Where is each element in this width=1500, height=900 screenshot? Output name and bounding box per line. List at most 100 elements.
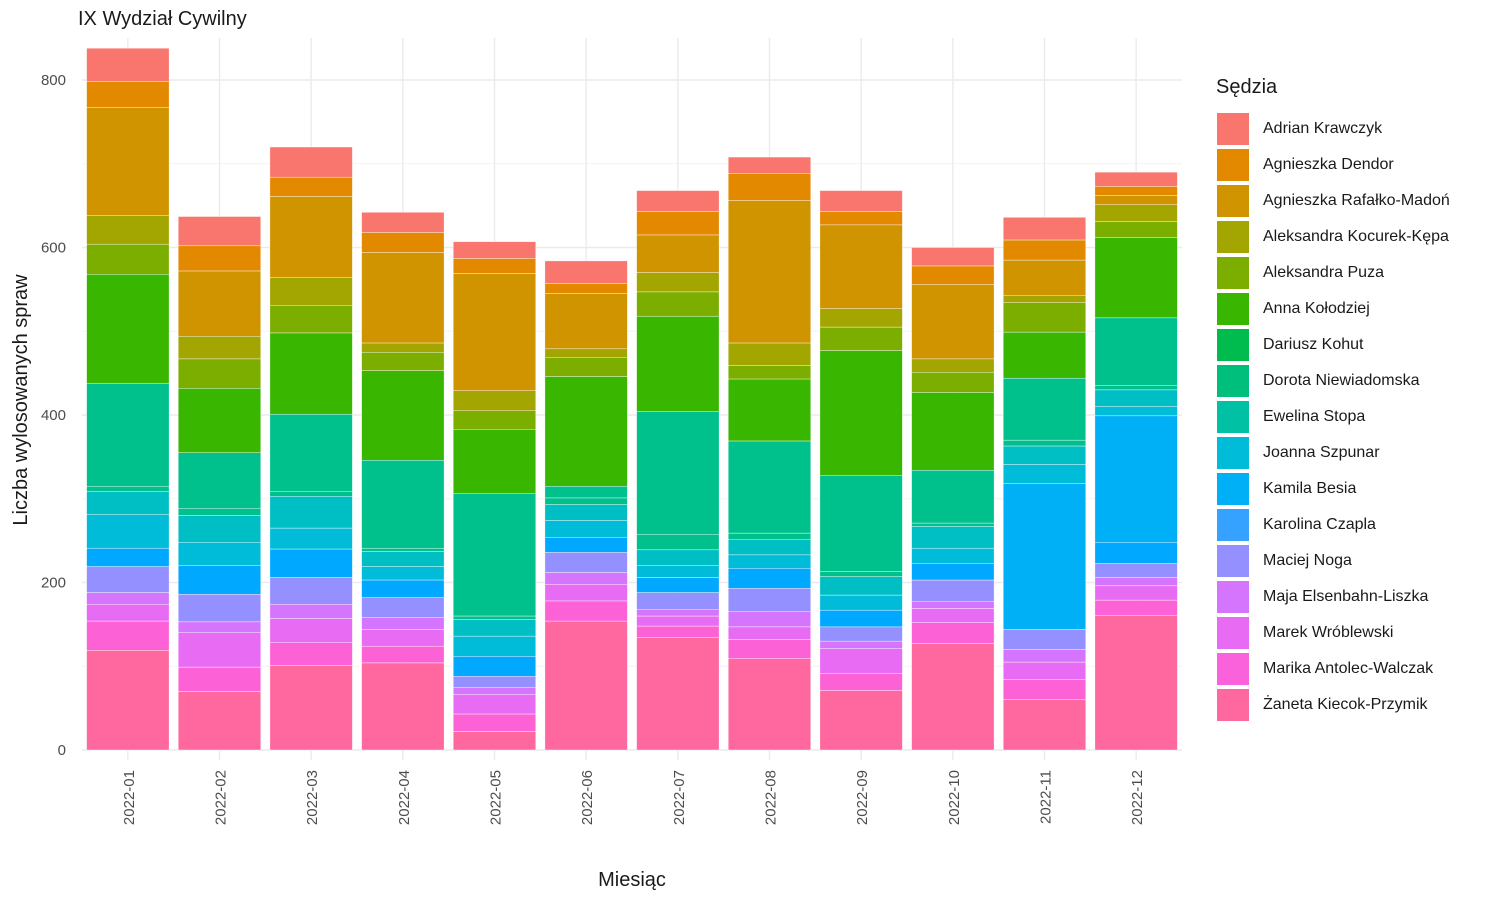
legend-key-swatch (1216, 148, 1250, 182)
bar-segment (911, 547, 995, 564)
legend-item: Marika Antolec-Walczak (1216, 651, 1450, 687)
bar-segment (819, 475, 903, 572)
x-tick-label: 2022-01 (121, 770, 138, 825)
bar-segment (1003, 331, 1086, 379)
bar-segment (453, 619, 536, 637)
legend-label: Dariusz Kohut (1263, 336, 1364, 353)
bar-segment (1003, 259, 1086, 296)
bar-segment (819, 576, 903, 596)
bar-segment (819, 648, 903, 674)
bar-segment (1094, 171, 1178, 187)
legend-label: Żaneta Kiecok-Przymik (1263, 696, 1428, 713)
bar-segment (728, 554, 811, 569)
bar-segment (1094, 542, 1178, 564)
bar-segment (86, 215, 170, 245)
bar-segment (86, 47, 170, 82)
bar-segment (728, 365, 811, 380)
bar-segment (178, 270, 261, 337)
bar-segment (361, 460, 445, 549)
legend-key-swatch (1216, 328, 1250, 362)
bar-segment (819, 571, 903, 577)
bar-segment (453, 615, 536, 620)
bar-segment (453, 676, 536, 688)
legend-label: Marek Wróblewski (1263, 624, 1394, 641)
bar-segment (1094, 186, 1178, 196)
bar-segment (269, 496, 353, 529)
bar-segment (1094, 389, 1178, 407)
bar-segment (544, 620, 628, 751)
bar-segment (1094, 317, 1178, 386)
bar-segment (819, 626, 903, 642)
bar-segment (1003, 445, 1086, 465)
bar-segment (269, 665, 353, 751)
bar-segment (819, 350, 903, 476)
bar-segment (269, 618, 353, 644)
bar-segment (819, 326, 903, 351)
bar-segment (1094, 614, 1178, 751)
bar-segment (86, 491, 170, 515)
bar-segment (361, 597, 445, 618)
bar-segment (819, 308, 903, 328)
bar-segment (361, 351, 445, 371)
bar-segment (544, 260, 628, 284)
y-tick-label: 400 (41, 407, 66, 424)
bar-segment (361, 232, 445, 253)
legend-item: Aleksandra Puza (1216, 255, 1450, 291)
bar-segment (178, 336, 261, 360)
bar-segment (1003, 377, 1086, 441)
bar-segment (178, 508, 261, 516)
bar-segment (728, 378, 811, 442)
bar-segment (361, 212, 445, 233)
x-tick-label: 2022-05 (488, 770, 505, 825)
bar-segment (86, 620, 170, 651)
bar-segment (636, 577, 720, 593)
bar-segment (1003, 629, 1086, 650)
bar-segment (636, 534, 720, 551)
bar-segment (911, 392, 995, 471)
bar-segment (728, 568, 811, 589)
bar-segment (269, 642, 353, 666)
bar-segment (1003, 464, 1086, 484)
bar-segment (911, 563, 995, 581)
legend-item: Dariusz Kohut (1216, 327, 1450, 363)
bar-segment (178, 621, 261, 633)
x-tick-label: 2022-08 (763, 770, 780, 825)
bar-segment (453, 273, 536, 391)
legend-item: Ewelina Stopa (1216, 399, 1450, 435)
legend-key-swatch (1216, 184, 1250, 218)
legend-key-swatch (1216, 112, 1250, 146)
legend-key-swatch (1216, 220, 1250, 254)
bar-segment (1094, 204, 1178, 222)
bar-segment (1003, 239, 1086, 261)
bar-segment (453, 429, 536, 494)
bar-segment (361, 629, 445, 647)
legend-item: Joanna Szpunar (1216, 435, 1450, 471)
legend-key-swatch (1216, 364, 1250, 398)
bar-segment (728, 626, 811, 640)
legend-label: Adrian Krawczyk (1263, 120, 1383, 137)
bar-segment (544, 583, 628, 602)
bar-segment (636, 625, 720, 638)
bar-segment (544, 537, 628, 553)
bar-segment (1094, 415, 1178, 543)
bar-segment (1094, 577, 1178, 587)
bar-segment (636, 315, 720, 412)
bar-segment (728, 658, 811, 751)
bar-segment (269, 527, 353, 550)
bar-segment (728, 200, 811, 344)
bar-segment (728, 440, 811, 534)
bar-segment (178, 666, 261, 692)
legend-item: Karolina Czapla (1216, 507, 1450, 543)
legend-key-swatch (1216, 292, 1250, 326)
bar-segment (269, 176, 353, 197)
bar-segment (453, 731, 536, 751)
bar-segment (269, 604, 353, 619)
bar-segment (636, 211, 720, 236)
chart-title: IX Wydział Cywilny (78, 8, 247, 30)
legend-key-swatch (1216, 400, 1250, 434)
legend-item: Agnieszka Rafałko-Madoń (1216, 183, 1450, 219)
bar-segment (1003, 295, 1086, 303)
bar-segment (453, 390, 536, 412)
bar-segment (819, 224, 903, 309)
bar-segment (1003, 699, 1086, 751)
